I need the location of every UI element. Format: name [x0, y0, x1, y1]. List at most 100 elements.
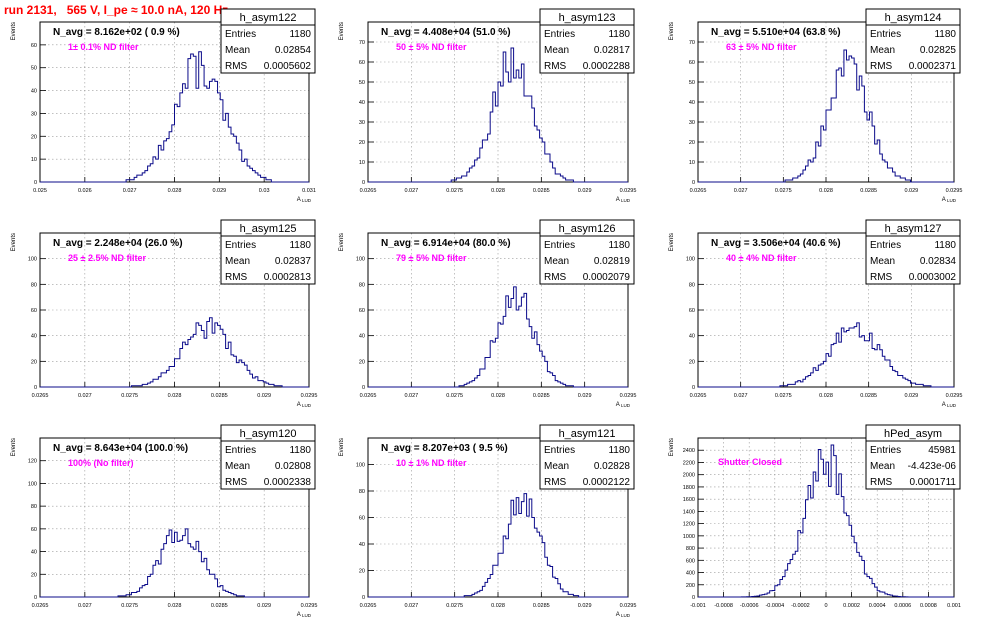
y-tick-label: 10: [689, 160, 695, 166]
x-tick-label: 0.027: [404, 393, 418, 399]
y-tick-label: 70: [359, 40, 365, 46]
stats-title: h_asym126: [559, 223, 616, 235]
y-tick-label: 200: [686, 583, 695, 589]
stats-key: Mean: [225, 256, 250, 267]
y-tick-label: 100: [356, 257, 365, 263]
stats-value: 0.0005602: [264, 61, 312, 72]
y-tick-label: 2400: [683, 448, 695, 454]
n-avg-label: N_avg = 4.408e+04 (51.0 %): [381, 27, 511, 38]
filter-label: 1± 0.1% ND filter: [68, 42, 139, 52]
y-tick-label: 0: [362, 385, 365, 391]
stats-key: RMS: [544, 272, 567, 283]
x-axis-title: A LUD: [297, 612, 312, 618]
x-tick-label: 0.001: [947, 603, 961, 609]
x-tick-label: 0.0008: [920, 603, 937, 609]
stats-key: Entries: [544, 29, 575, 40]
x-tick-label: 0.0295: [620, 188, 637, 194]
stats-box: h_asym120 Entries 1180 Mean 0.02808 RMS 0.0002…: [220, 424, 316, 490]
stats-box: h_asym122 Entries 1180 Mean 0.02854 RMS 0.0005…: [220, 8, 316, 74]
y-tick-label: 1200: [683, 522, 695, 528]
histogram-panel: 0.0265 0.027 0.0275 0.028 0.0285 0.029 0.0295 0…: [339, 219, 637, 408]
x-tick-label: 0.0265: [32, 603, 49, 609]
y-tick-label: 20: [359, 140, 365, 146]
x-tick-label: 0.029: [257, 603, 271, 609]
x-tick-label: 0.0275: [446, 393, 463, 399]
stats-value: 1180: [289, 445, 311, 456]
stats-value: 0.02834: [920, 256, 957, 267]
y-axis-title: Events: [669, 233, 675, 251]
stats-key: RMS: [544, 477, 567, 488]
x-tick-label: 0.027: [78, 393, 92, 399]
stats-box: h_asym125 Entries 1180 Mean 0.02837 RMS 0.0002…: [220, 219, 316, 285]
y-tick-label: 100: [28, 481, 37, 487]
histogram-line: [698, 444, 954, 598]
histogram-line: [40, 528, 309, 598]
histogram-panel: 0.0265 0.027 0.0275 0.028 0.0285 0.029 0.0295 0…: [339, 424, 637, 618]
stats-title: h_asym125: [240, 223, 297, 235]
x-tick-label: 0.0295: [620, 603, 637, 609]
x-tick-label: 0.027: [734, 188, 748, 194]
x-tick-label: 0.0265: [360, 603, 377, 609]
y-tick-label: 400: [686, 571, 695, 577]
stats-key: RMS: [225, 61, 248, 72]
stats-title: h_asym120: [240, 428, 297, 440]
y-tick-label: 800: [686, 546, 695, 552]
stats-value: 0.0002079: [583, 272, 631, 283]
x-tick-label: 0.0265: [360, 188, 377, 194]
y-tick-label: 40: [359, 542, 365, 548]
histogram-panel: 0.025 0.026 0.027 0.028 0.029 0.03 0.031 0 10 20 3…: [11, 8, 316, 203]
y-tick-label: 10: [31, 157, 37, 163]
y-axis-title: Events: [339, 233, 345, 251]
x-tick-label: 0.028: [491, 188, 505, 194]
x-axis-title: A LUD: [616, 197, 631, 203]
y-tick-label: 30: [689, 120, 695, 126]
x-tick-label: 0.0285: [211, 393, 228, 399]
y-tick-label: 20: [689, 140, 695, 146]
y-tick-label: 40: [31, 89, 37, 95]
stats-key: RMS: [544, 61, 567, 72]
y-axis-title: Events: [11, 438, 17, 456]
stats-value: 0.02819: [594, 256, 631, 267]
x-axis-title: A LUD: [616, 402, 631, 408]
y-tick-label: 30: [31, 111, 37, 117]
y-tick-label: 0: [692, 385, 695, 391]
stats-frame: [539, 424, 635, 490]
n-avg-label: N_avg = 3.506e+04 (40.6 %): [711, 238, 841, 249]
y-tick-label: 80: [359, 282, 365, 288]
stats-box: h_asym121 Entries 1180 Mean 0.02828 RMS 0.0002…: [539, 424, 635, 490]
histogram-panel: 0.0265 0.027 0.0275 0.028 0.0285 0.029 0.0295 0…: [11, 424, 318, 618]
stats-frame: [220, 8, 316, 74]
stats-key: Mean: [870, 256, 895, 267]
stats-key: Entries: [225, 240, 256, 251]
y-tick-label: 80: [31, 504, 37, 510]
x-tick-label: 0.029: [257, 393, 271, 399]
x-tick-label: 0.0295: [946, 393, 963, 399]
y-tick-label: 60: [31, 43, 37, 49]
y-tick-label: 60: [689, 60, 695, 66]
x-tick-label: 0.0006: [894, 603, 911, 609]
stats-title: h_asym121: [559, 428, 616, 440]
stats-value: 0.02828: [594, 461, 631, 472]
x-tick-label: 0.031: [302, 188, 316, 194]
stats-key: RMS: [225, 477, 248, 488]
y-tick-label: 0: [34, 595, 37, 601]
histogram-panel: 0.0265 0.027 0.0275 0.028 0.0285 0.029 0.0295 0…: [339, 8, 637, 203]
x-tick-label: 0.028: [819, 188, 833, 194]
stats-key: Mean: [544, 45, 569, 56]
x-tick-label: 0.027: [123, 188, 137, 194]
y-tick-label: 0: [34, 180, 37, 186]
y-tick-label: 1000: [683, 534, 695, 540]
stats-box: h_asym126 Entries 1180 Mean 0.02819 RMS 0.0002…: [539, 219, 635, 285]
x-tick-label: -0.0004: [765, 603, 784, 609]
x-tick-label: 0.0295: [301, 603, 318, 609]
stats-frame: [539, 219, 635, 285]
stats-value: 1180: [608, 29, 630, 40]
histogram-line: [368, 493, 628, 598]
x-tick-label: 0.0295: [620, 393, 637, 399]
x-tick-label: -0.0002: [791, 603, 810, 609]
stats-key: Mean: [225, 461, 250, 472]
y-tick-label: 70: [689, 40, 695, 46]
stats-value: 0.0001711: [909, 477, 956, 488]
x-tick-label: 0.0275: [446, 188, 463, 194]
